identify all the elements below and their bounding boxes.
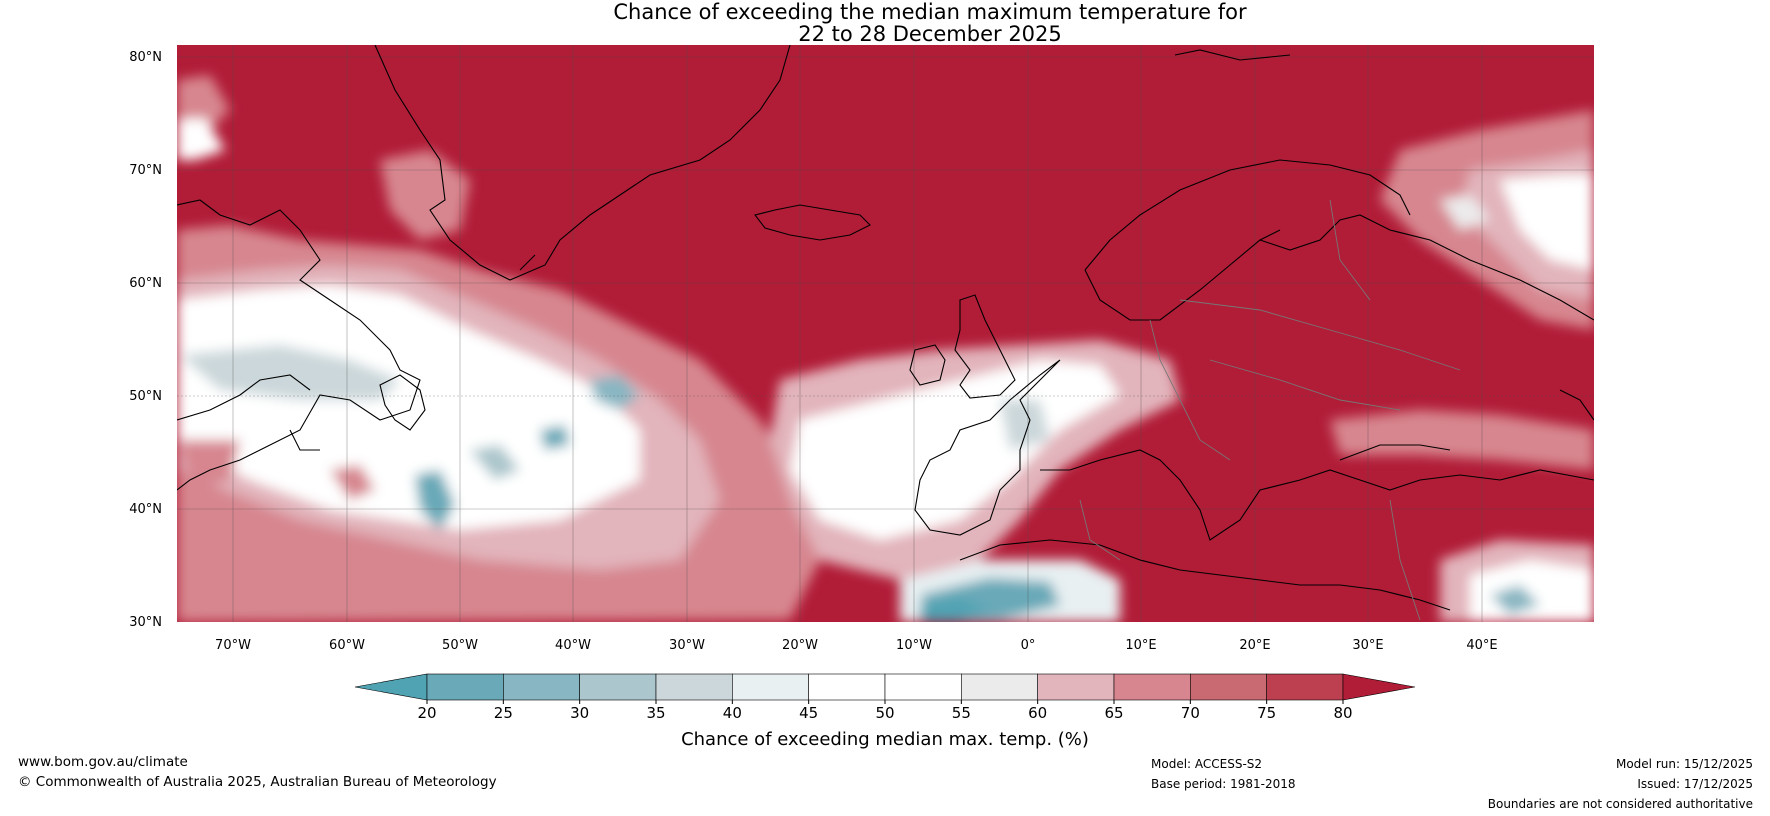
title-line-2: 22 to 28 December 2025 bbox=[798, 22, 1062, 46]
colorbar-segment bbox=[426, 673, 504, 701]
colorbar-segment bbox=[884, 673, 962, 701]
country-borders bbox=[1079, 199, 1461, 621]
lon-label: 20°W bbox=[782, 638, 818, 653]
north-america-coast bbox=[177, 199, 421, 491]
colorbar-segment bbox=[655, 673, 733, 701]
colorbar-tick-label: 30 bbox=[570, 704, 589, 722]
colorbar-segment bbox=[732, 673, 809, 701]
colorbar-segment bbox=[1113, 673, 1191, 701]
colorbar-max-extension bbox=[1342, 673, 1416, 701]
colorbar-segment bbox=[1266, 673, 1344, 701]
lat-label: 80°N bbox=[129, 50, 162, 65]
lon-label: 50°W bbox=[442, 638, 478, 653]
colorbar-label: Chance of exceeding median max. temp. (%… bbox=[681, 729, 1089, 750]
issued-text: Issued: 17/12/2025 bbox=[1637, 777, 1753, 791]
colorbar-segment bbox=[961, 673, 1038, 701]
colorbar-tick-label: 60 bbox=[1028, 704, 1047, 722]
greenland-coast bbox=[374, 45, 791, 281]
colorbar-tick-label: 45 bbox=[799, 704, 818, 722]
colorbar-segment bbox=[503, 673, 580, 701]
probability-field bbox=[177, 45, 1594, 622]
scandinavia-coast bbox=[1084, 159, 1411, 271]
colorbar-segment bbox=[1037, 673, 1115, 701]
colorbar-segment bbox=[808, 673, 886, 701]
latitude-labels: 80°N 70°N 60°N 50°N 40°N 30°N bbox=[129, 50, 162, 630]
britain-coast bbox=[954, 294, 1016, 399]
lat-label: 70°N bbox=[129, 163, 162, 178]
disclaimer-text: Boundaries are not considered authoritat… bbox=[1487, 797, 1753, 811]
lon-label: 40°W bbox=[555, 638, 591, 653]
newfoundland-coast bbox=[379, 374, 426, 431]
mediterranean-north-coast bbox=[1040, 449, 1594, 541]
lon-label: 0° bbox=[1021, 638, 1036, 653]
colorbar-tick-label: 75 bbox=[1257, 704, 1276, 722]
website-text: www.bom.gov.au/climate bbox=[18, 754, 188, 770]
graticule bbox=[177, 45, 1594, 622]
lon-label: 70°W bbox=[215, 638, 251, 653]
colorbar-segment bbox=[579, 673, 657, 701]
colorbar-tick-label: 40 bbox=[723, 704, 742, 722]
lon-label: 20°E bbox=[1239, 638, 1270, 653]
base-period-text: Base period: 1981-2018 bbox=[1151, 777, 1296, 791]
model-text: Model: ACCESS-S2 bbox=[1151, 757, 1263, 771]
colorbar-tick-label: 55 bbox=[952, 704, 971, 722]
colorbar-tick-label: 65 bbox=[1104, 704, 1123, 722]
colorbar-segment bbox=[1190, 673, 1267, 701]
lon-label: 30°W bbox=[669, 638, 705, 653]
colorbar-tick-label: 50 bbox=[875, 704, 894, 722]
north-africa-coast bbox=[959, 539, 1451, 611]
colorbar-tick-label: 20 bbox=[417, 704, 436, 722]
iberia-coast bbox=[914, 359, 1061, 536]
colorbar-tick-label: 25 bbox=[494, 704, 513, 722]
lon-label: 10°W bbox=[896, 638, 932, 653]
longitude-labels: 70°W 60°W 50°W 40°W 30°W 20°W 10°W 0° 10… bbox=[215, 638, 1498, 653]
colorbar-min-extension bbox=[354, 673, 428, 701]
copyright-text: © Commonwealth of Australia 2025, Austra… bbox=[18, 774, 497, 790]
lon-label: 40°E bbox=[1466, 638, 1497, 653]
ireland-coast bbox=[909, 344, 946, 386]
lon-label: 10°E bbox=[1125, 638, 1156, 653]
iceland-coast bbox=[754, 204, 871, 241]
lat-label: 30°N bbox=[129, 615, 162, 630]
colorbar-tick-label: 35 bbox=[646, 704, 665, 722]
lat-label: 60°N bbox=[129, 276, 162, 291]
colorbar: 20 25 30 35 40 45 50 55 60 65 70 75 80 Chance of exc… bbox=[354, 673, 1416, 750]
lat-label: 40°N bbox=[129, 502, 162, 517]
lat-label: 50°N bbox=[129, 389, 162, 404]
lon-label: 30°E bbox=[1352, 638, 1383, 653]
coastlines bbox=[177, 45, 1594, 611]
colorbar-tick-label: 70 bbox=[1181, 704, 1200, 722]
lon-label: 60°W bbox=[329, 638, 365, 653]
colorbar-tick-label: 80 bbox=[1333, 704, 1352, 722]
title-line-1: Chance of exceeding the median maximum t… bbox=[613, 0, 1247, 24]
model-run-text: Model run: 15/12/2025 bbox=[1615, 757, 1753, 771]
